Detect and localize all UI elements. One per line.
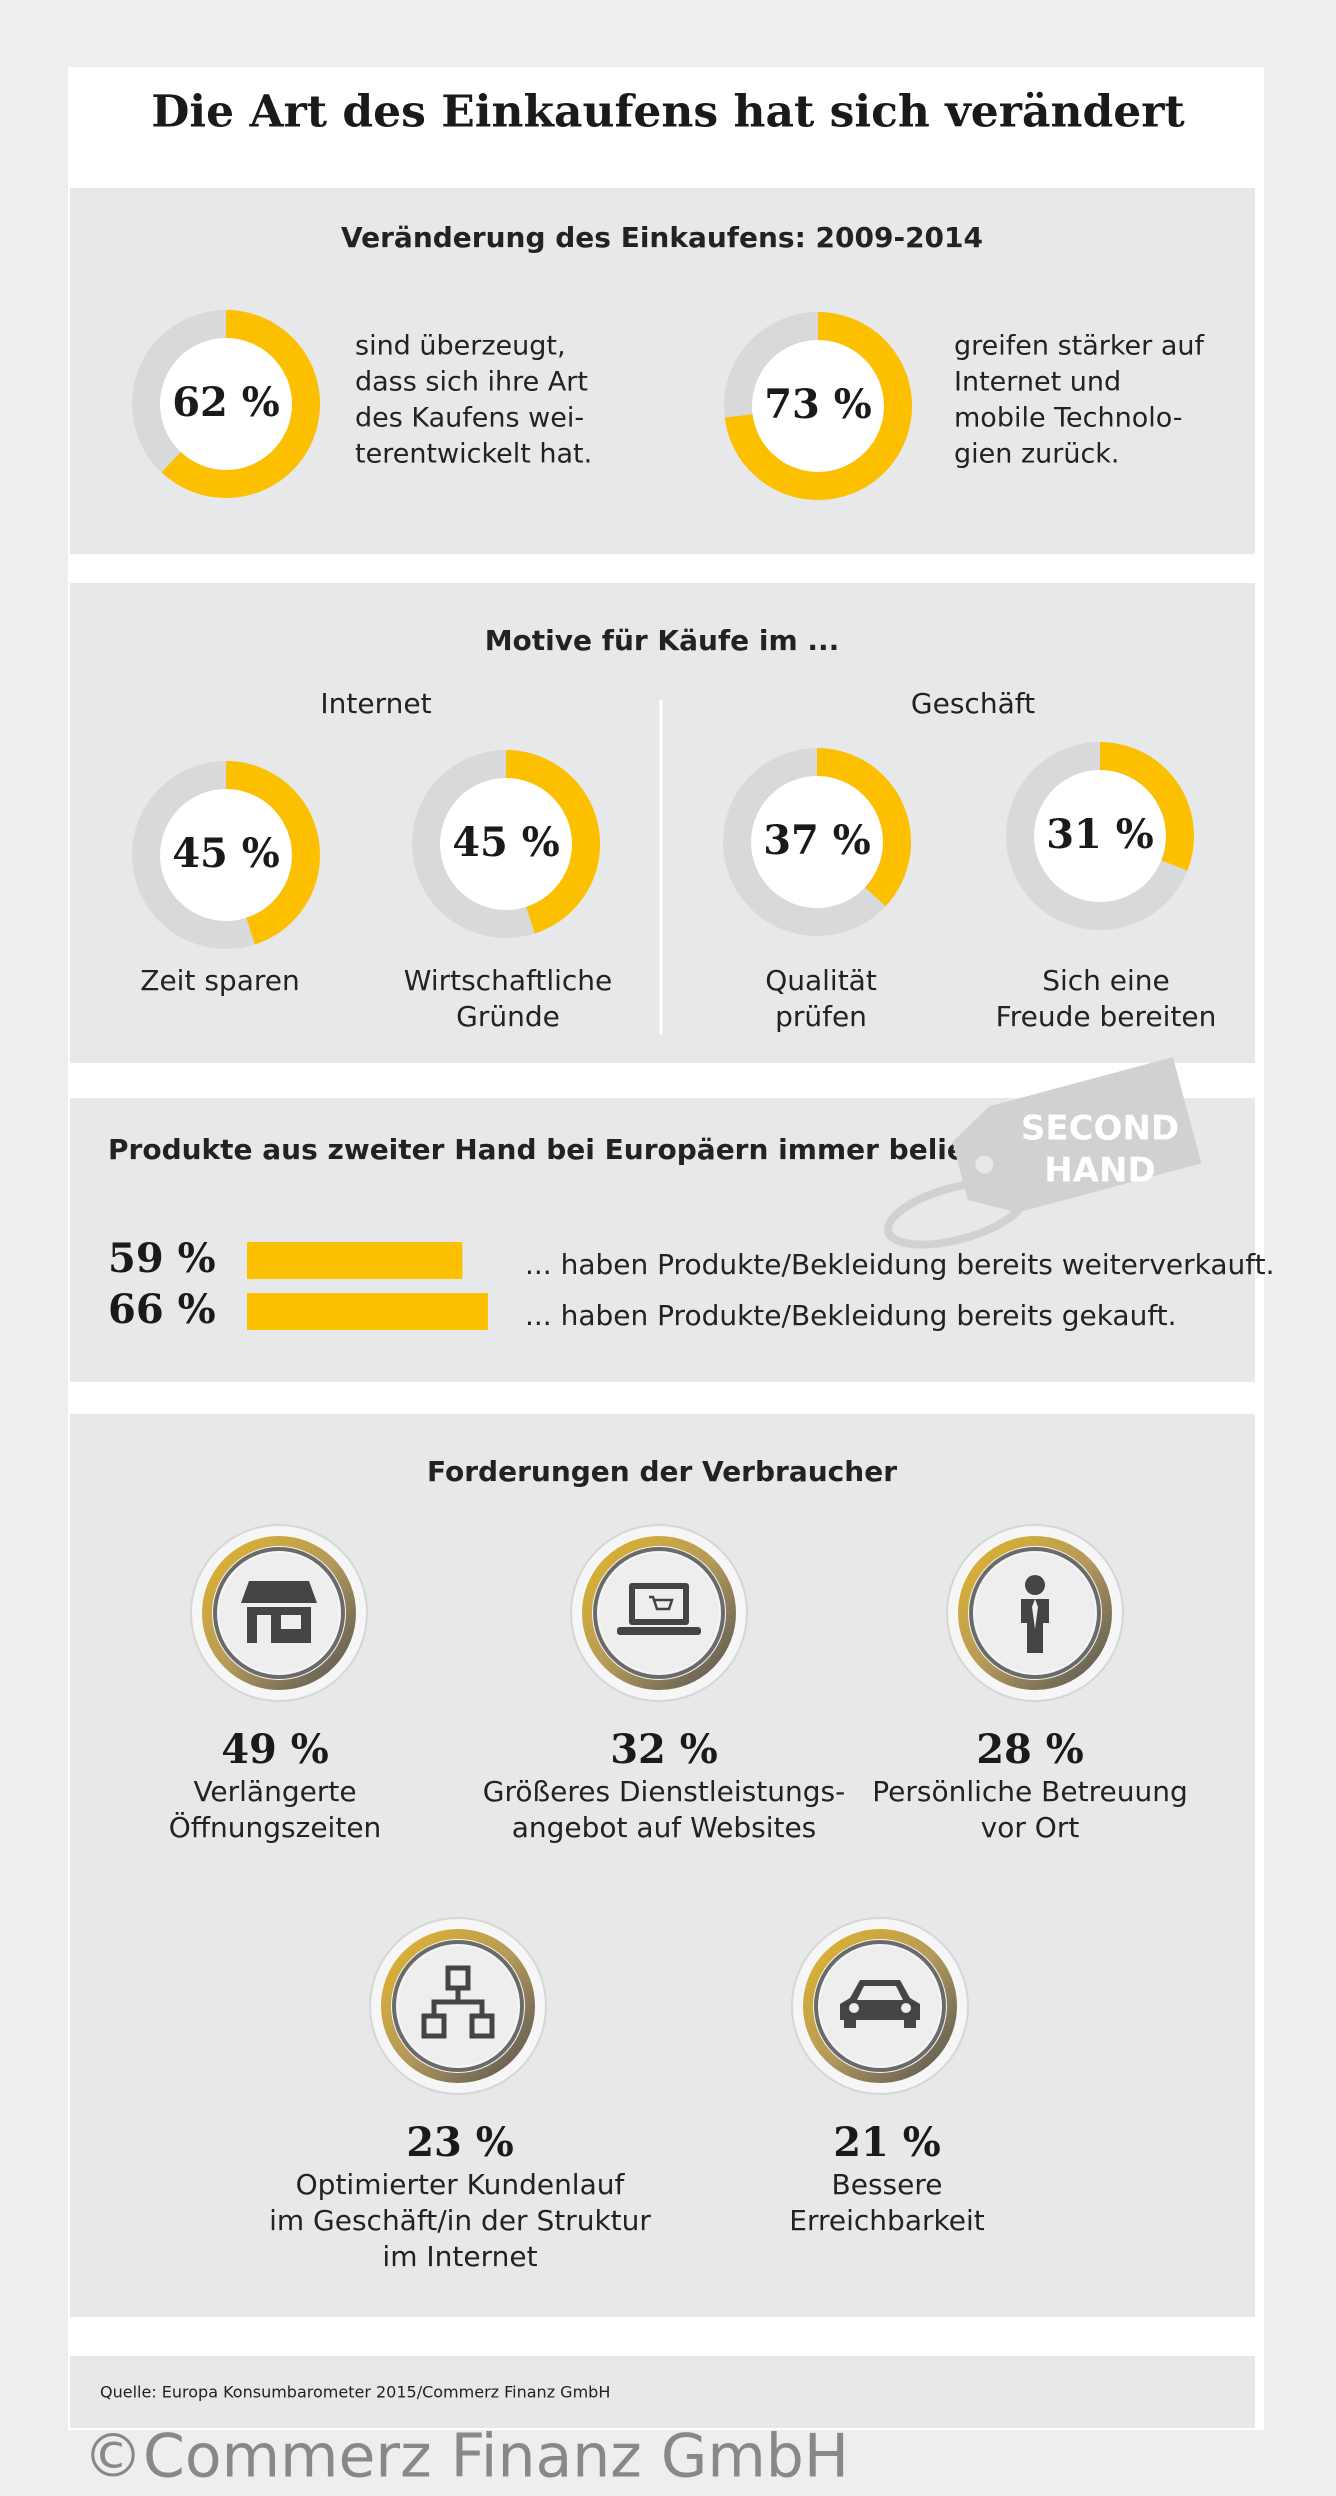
bar-value-label: 66 % bbox=[108, 1286, 216, 1333]
donut-arc bbox=[723, 748, 911, 936]
demand-text: angebot auf Websites bbox=[512, 1811, 817, 1844]
demand-text: im Internet bbox=[382, 2240, 537, 2273]
icon-glyph bbox=[1025, 1575, 1045, 1595]
donut-arc bbox=[132, 761, 320, 949]
donut-text: terentwickelt hat. bbox=[355, 439, 592, 470]
donut-label: 45 % bbox=[172, 830, 280, 877]
tag-text: HAND bbox=[1044, 1151, 1155, 1191]
bar-text: ... haben Produkte/Bekleidung bereits we… bbox=[525, 1248, 1275, 1281]
panel-source bbox=[70, 2356, 1255, 2428]
demand-text: Größeres Dienstleistungs- bbox=[483, 1775, 845, 1808]
icon-glyph bbox=[1032, 1599, 1038, 1629]
second-hand-tag bbox=[884, 1057, 1202, 1249]
tag-hole bbox=[975, 1155, 994, 1174]
donut-text: dass sich ihre Art bbox=[355, 367, 588, 398]
donut-text: gien zurück. bbox=[954, 439, 1120, 470]
donut-label: 37 % bbox=[763, 817, 871, 864]
demand-text: Persönliche Betreuung bbox=[872, 1775, 1187, 1808]
donut-text: mobile Technolo- bbox=[954, 403, 1183, 434]
donut-text: sind überzeugt, bbox=[355, 331, 566, 362]
donut-caption: Sich eine bbox=[1042, 964, 1170, 997]
demand-text: im Geschäft/in der Struktur bbox=[269, 2204, 651, 2237]
demand-text: Bessere bbox=[832, 2168, 943, 2201]
icon-ring-inner bbox=[593, 1547, 725, 1679]
bar-text: ... haben Produkte/Bekleidung bereits ge… bbox=[525, 1299, 1177, 1332]
donut-caption: Freude bereiten bbox=[996, 1000, 1217, 1033]
icon-ring-inner bbox=[213, 1547, 345, 1679]
demand-value: 32 % bbox=[610, 1726, 718, 1773]
donut-caption: Zeit sparen bbox=[140, 964, 299, 997]
donut-arc bbox=[1006, 742, 1194, 930]
bar bbox=[247, 1293, 488, 1330]
icon-ring bbox=[202, 1536, 356, 1690]
watermark: ©Commerz Finanz GmbH bbox=[83, 2422, 849, 2492]
icon-glyph bbox=[431, 1988, 485, 2016]
donut-caption: Qualität bbox=[765, 964, 877, 997]
tag-text: SECOND bbox=[1021, 1109, 1179, 1149]
group-heading: Internet bbox=[320, 687, 431, 720]
icon-glyph bbox=[247, 1607, 311, 1643]
donut-label: 73 % bbox=[764, 381, 872, 428]
donut-caption: Wirtschaftliche bbox=[404, 964, 613, 997]
donut-arc bbox=[724, 312, 912, 500]
icon-glyph bbox=[241, 1581, 317, 1603]
icon-ring bbox=[803, 1929, 957, 2083]
icon-glyph bbox=[901, 2003, 911, 2013]
title: Die Art des Einkaufens hat sich veränder… bbox=[151, 87, 1185, 138]
demand-text: Öffnungszeiten bbox=[169, 1810, 382, 1844]
icon-ring bbox=[958, 1536, 1112, 1690]
icon-face bbox=[398, 1946, 518, 2066]
icon-glyph bbox=[844, 2018, 856, 2028]
icon-ring-inner bbox=[392, 1940, 524, 2072]
icon-ring-inner bbox=[814, 1940, 946, 2072]
demand-text: Optimierter Kundenlauf bbox=[296, 2168, 626, 2201]
icon-glyph bbox=[857, 1986, 903, 2000]
donut-caption: prüfen bbox=[775, 1000, 867, 1033]
source: Quelle: Europa Konsumbarometer 2015/Comm… bbox=[100, 2383, 610, 2402]
demand-value: 23 % bbox=[406, 2119, 514, 2166]
tag-body bbox=[952, 1057, 1202, 1213]
donut-arc bbox=[132, 310, 320, 498]
section-heading: Veränderung des Einkaufens: 2009-2014 bbox=[341, 221, 983, 254]
demand-value: 28 % bbox=[976, 1726, 1084, 1773]
donut-label: 45 % bbox=[452, 819, 560, 866]
section-heading: Forderungen der Verbraucher bbox=[427, 1455, 897, 1488]
section-heading: Motive für Käufe im ... bbox=[485, 624, 840, 657]
demand-text: vor Ort bbox=[981, 1811, 1080, 1844]
demand-value: 21 % bbox=[833, 2119, 941, 2166]
demand-value: 49 % bbox=[221, 1726, 329, 1773]
icon-glyph bbox=[635, 1589, 683, 1619]
bar-value-label: 59 % bbox=[108, 1235, 216, 1282]
demand-text: Verlängerte bbox=[193, 1775, 356, 1808]
bar bbox=[247, 1242, 463, 1279]
icon-glyph bbox=[617, 1627, 701, 1635]
section-heading: Produkte aus zweiter Hand bei Europäern … bbox=[108, 1133, 1032, 1166]
donut-text: greifen stärker auf bbox=[954, 331, 1205, 362]
icon-ring bbox=[381, 1929, 535, 2083]
demand-text: Erreichbarkeit bbox=[789, 2204, 984, 2237]
icon-glyph bbox=[649, 1595, 674, 1611]
donut-label: 31 % bbox=[1046, 811, 1154, 858]
donut-label: 62 % bbox=[172, 379, 280, 426]
icon-glyph bbox=[849, 2003, 859, 2013]
icon-ring-inner bbox=[969, 1547, 1101, 1679]
donut-arc bbox=[412, 750, 600, 938]
icon-ring bbox=[582, 1536, 736, 1690]
donut-text: Internet und bbox=[954, 367, 1121, 398]
donut-text: des Kaufens wei- bbox=[355, 403, 584, 434]
donut-caption: Gründe bbox=[456, 1000, 560, 1033]
group-heading: Geschäft bbox=[911, 687, 1035, 720]
icon-glyph bbox=[904, 2018, 916, 2028]
